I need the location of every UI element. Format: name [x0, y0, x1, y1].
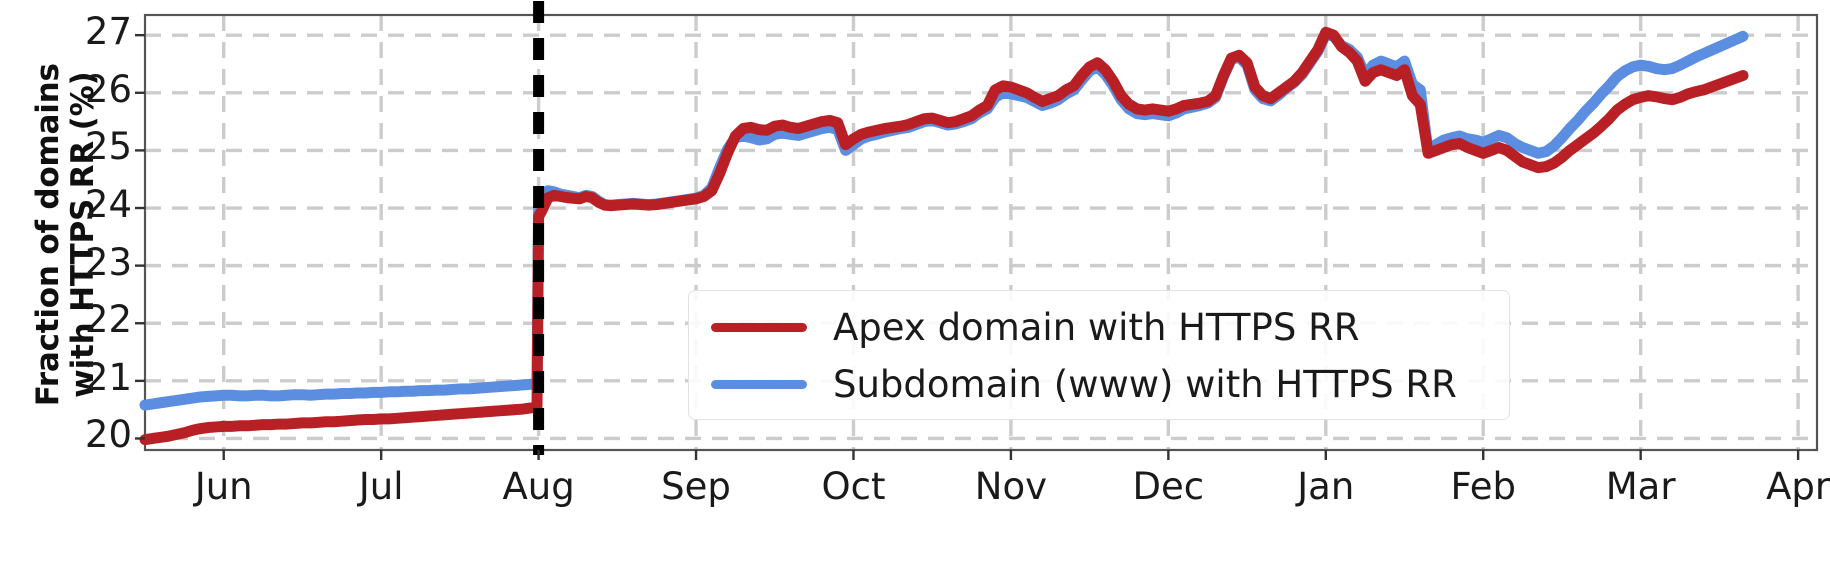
legend-label-apex: Apex domain with HTTPS RR — [833, 306, 1360, 349]
y-tick-label: 21 — [84, 355, 132, 399]
x-tick-label: Jan — [1297, 465, 1355, 508]
x-tick-label: Nov — [974, 465, 1048, 508]
legend-swatch-apex-icon — [711, 323, 807, 332]
legend-swatch-subdomain-icon — [711, 380, 807, 389]
y-tick-label: 23 — [84, 240, 132, 284]
x-tick-label: Sep — [661, 465, 731, 508]
x-tick-label: Jun — [194, 465, 253, 508]
y-axis-ticks: 27 26 25 24 23 22 21 20 — [0, 0, 132, 470]
x-tick-label: Feb — [1450, 465, 1516, 508]
x-tick-label: Aug — [502, 465, 575, 508]
y-tick-label: 25 — [84, 125, 132, 169]
y-tick-label: 20 — [84, 413, 132, 457]
legend-entry-apex: Apex domain with HTTPS RR — [689, 299, 1509, 356]
legend-entry-subdomain: Subdomain (www) with HTTPS RR — [689, 356, 1509, 413]
legend: Apex domain with HTTPS RR Subdomain (www… — [688, 290, 1510, 420]
y-tick-label: 27 — [84, 10, 132, 54]
legend-label-subdomain: Subdomain (www) with HTTPS RR — [833, 363, 1457, 406]
y-tick-label: 22 — [84, 298, 132, 342]
x-tick-label: Apr — [1766, 465, 1830, 508]
y-tick-label: 24 — [84, 183, 132, 226]
x-tick-label: Oct — [821, 465, 886, 508]
x-tick-label: Dec — [1132, 465, 1205, 508]
x-tick-label: Mar — [1605, 465, 1676, 508]
x-tick-label: Jul — [358, 465, 404, 508]
y-tick-label: 26 — [84, 67, 132, 111]
